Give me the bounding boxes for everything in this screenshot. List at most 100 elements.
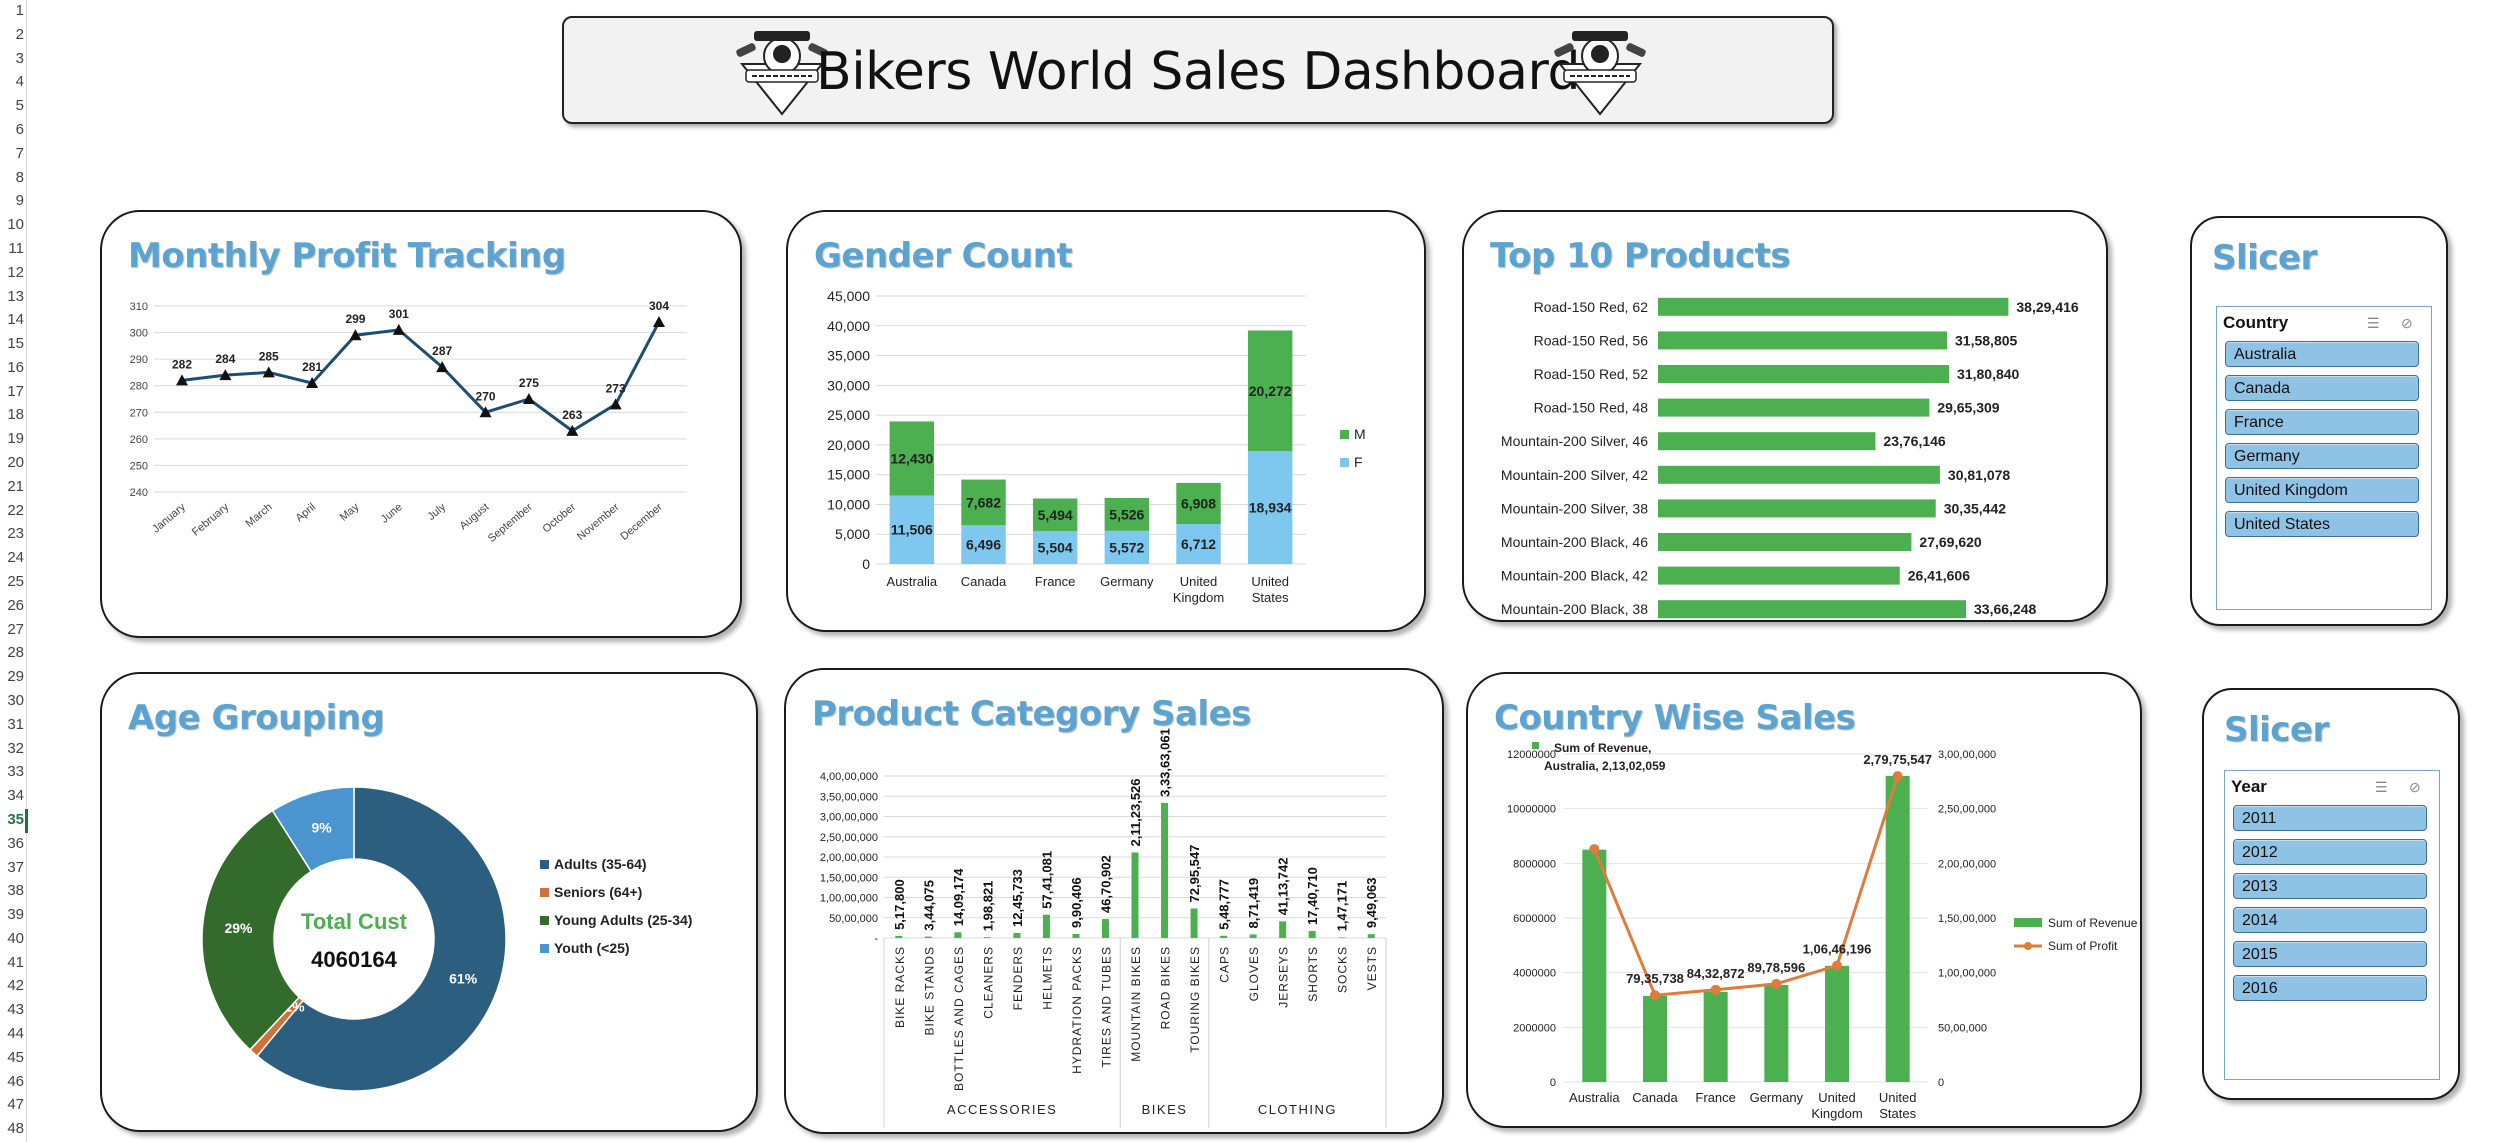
row-number[interactable]: 31	[7, 715, 24, 733]
data-label: 84,32,872	[1687, 966, 1745, 981]
row-number[interactable]: 36	[7, 834, 24, 852]
row-number[interactable]: 27	[7, 620, 24, 638]
bikers-logo-right-icon	[1554, 31, 1646, 116]
row-number[interactable]: 19	[7, 430, 24, 448]
data-label: 38,29,416	[2016, 299, 2078, 315]
country-slicer-item[interactable]: Canada	[2225, 375, 2419, 401]
data-label: 27,69,620	[1919, 534, 1981, 550]
row-number[interactable]: 45	[7, 1048, 24, 1066]
row-number[interactable]: 12	[7, 263, 24, 281]
year-slicer-item[interactable]: 2015	[2233, 941, 2427, 967]
year-slicer-card[interactable]: Slicer Year ☰ ⊘ 2011 2012 2013 2014 2015 2016	[2202, 688, 2460, 1100]
category-bar	[1161, 802, 1169, 938]
x-tick-label: Canada	[961, 574, 1007, 589]
gender-count-chart[interactable]: 0 5,000 10,000 15,000 20,000 25,000 30,000 35,0…	[788, 212, 1424, 630]
row-number[interactable]: 4	[15, 73, 24, 91]
row-number[interactable]: 6	[15, 120, 24, 138]
country-sales-card[interactable]: Country Wise Sales 0 2000000 4000000 600000…	[1466, 672, 2142, 1128]
row-number[interactable]: 8	[15, 168, 24, 186]
top10-products-card[interactable]: Top 10 Products Road-150 Red, 62 38,29,41…	[1462, 210, 2108, 622]
center-label: Total Cust	[301, 909, 408, 934]
year-slicer-item[interactable]: 2016	[2233, 975, 2427, 1001]
row-number[interactable]: 26	[7, 596, 24, 614]
data-label: 9,49,063	[1364, 878, 1379, 929]
row-number[interactable]: 33	[7, 763, 24, 781]
row-number[interactable]: 40	[7, 929, 24, 947]
row-number[interactable]: 47	[7, 1096, 24, 1114]
gender-count-card[interactable]: Gender Count 0 5,000 10,000 15,000 20,000 25,…	[786, 210, 1426, 632]
category-sales-card[interactable]: Product Category Sales - 50,00,000 1,00,00…	[784, 668, 1444, 1134]
row-number[interactable]: 32	[7, 739, 24, 757]
clear-filter-icon[interactable]: ⊘	[2401, 315, 2413, 331]
year-slicer-item[interactable]: 2014	[2233, 907, 2427, 933]
clear-filter-icon[interactable]: ⊘	[2409, 779, 2421, 795]
row-number[interactable]: 15	[7, 335, 24, 353]
country-slicer-item[interactable]: Australia	[2225, 341, 2419, 367]
row-number[interactable]: 37	[7, 858, 24, 876]
row-number[interactable]: 17	[7, 382, 24, 400]
y-tick-label: 260	[130, 434, 148, 446]
row-number[interactable]: 29	[7, 668, 24, 686]
y-tick-label: 1,00,00,000	[820, 893, 878, 905]
row-number[interactable]: 13	[7, 287, 24, 305]
row-number[interactable]: 2	[15, 25, 24, 43]
row-number[interactable]: 30	[7, 691, 24, 709]
product-bar	[1658, 600, 1967, 619]
row-number[interactable]: 11	[8, 239, 24, 257]
profit-point-marker	[1650, 990, 1660, 1001]
row-number[interactable]: 41	[7, 953, 24, 971]
year-slicer[interactable]: Year ☰ ⊘ 2011 2012 2013 2014 2015 2016	[2224, 770, 2440, 1080]
row-number[interactable]: 42	[7, 977, 24, 995]
year-slicer-item[interactable]: 2011	[2233, 805, 2427, 831]
data-label: 8,71,419	[1246, 878, 1261, 929]
row-headers: 1 2 3 4 5 6 7 8 9 10 11 12 13 14 15 16 17 18 19 20 21 22 23 24 2…	[0, 0, 27, 1142]
row-number[interactable]: 1	[15, 2, 24, 19]
multi-select-icon[interactable]: ☰	[2367, 315, 2380, 331]
row-number[interactable]: 35	[7, 810, 24, 828]
row-number[interactable]: 10	[7, 216, 24, 234]
country-slicer-item[interactable]: United Kingdom	[2225, 477, 2419, 503]
data-label: 30,81,078	[1948, 467, 2010, 483]
row-number[interactable]: 38	[7, 882, 24, 900]
row-number[interactable]: 23	[7, 525, 24, 543]
row-number[interactable]: 48	[7, 1120, 24, 1138]
data-label: 2,11,23,526	[1128, 778, 1143, 846]
country-slicer-item[interactable]: Germany	[2225, 443, 2419, 469]
top10-products-chart[interactable]: Road-150 Red, 62 38,29,416 Road-150 Red, 5…	[1464, 212, 2106, 620]
row-number[interactable]: 5	[15, 97, 24, 115]
row-number[interactable]: 9	[15, 192, 24, 210]
row-number[interactable]: 16	[7, 358, 24, 376]
dashboard-title-banner[interactable]: Bikers World Sales Dashboard	[562, 16, 1834, 124]
age-grouping-card[interactable]: Age Grouping 61% 1% 29% 9% Total Cust 4060164…	[100, 672, 758, 1132]
monthly-profit-card[interactable]: Monthly Profit Tracking 240 250 260 270 280 2…	[100, 210, 742, 638]
row-number[interactable]: 46	[7, 1072, 24, 1090]
bikers-logo-left-icon	[736, 31, 828, 116]
country-slicer[interactable]: Country ☰ ⊘ Australia Canada France Germany…	[2216, 306, 2432, 610]
row-number[interactable]: 25	[7, 573, 24, 590]
year-slicer-item[interactable]: 2013	[2233, 873, 2427, 899]
country-slicer-item[interactable]: United States	[2225, 511, 2419, 537]
country-sales-chart[interactable]: 0 2000000 4000000 6000000 8000000 10000000 120…	[1468, 674, 2140, 1126]
multi-select-icon[interactable]: ☰	[2375, 779, 2388, 795]
country-slicer-card[interactable]: Slicer Country ☰ ⊘ Australia Canada France…	[2190, 216, 2448, 626]
row-number[interactable]: 21	[7, 477, 24, 495]
year-slicer-item[interactable]: 2012	[2233, 839, 2427, 865]
y-tick-label: 50,00,000	[829, 913, 878, 925]
y-right-tick-label: 1,50,00,000	[1938, 913, 1996, 925]
row-number[interactable]: 7	[15, 144, 24, 162]
row-number[interactable]: 28	[7, 644, 24, 662]
monthly-profit-chart[interactable]: 240 250 260 270 280 290 300 310 282 284 285 281 299 3…	[102, 212, 740, 636]
row-number[interactable]: 24	[7, 549, 24, 567]
row-number[interactable]: 18	[7, 406, 24, 424]
category-sales-chart[interactable]: - 50,00,000 1,00,00,000 1,50,00,000 2,00,00,…	[786, 670, 1442, 1132]
country-slicer-item[interactable]: France	[2225, 409, 2419, 435]
row-number[interactable]: 22	[7, 501, 24, 519]
row-number[interactable]: 34	[7, 787, 24, 805]
row-number[interactable]: 44	[7, 1025, 24, 1043]
row-number[interactable]: 20	[7, 454, 24, 472]
row-number[interactable]: 14	[7, 311, 24, 329]
row-number[interactable]: 43	[7, 1001, 24, 1019]
row-number[interactable]: 3	[15, 49, 24, 67]
row-number[interactable]: 39	[7, 906, 24, 924]
